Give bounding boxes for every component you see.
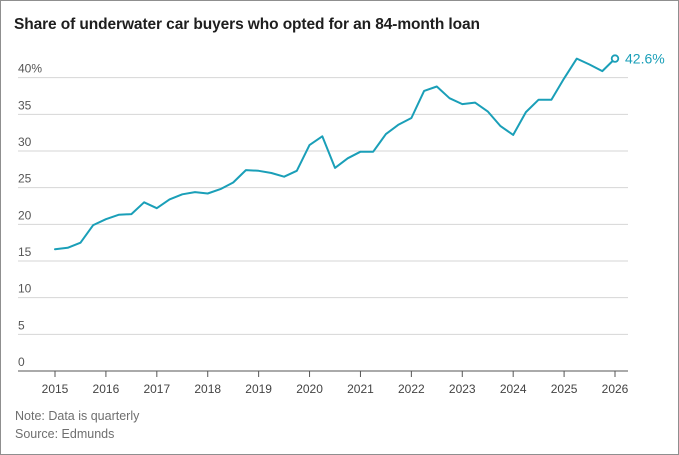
x-tick-label: 2022	[398, 382, 425, 396]
x-tick-label: 2026	[602, 382, 629, 396]
y-tick-label: 0	[18, 355, 25, 369]
series-line	[54, 57, 616, 251]
x-tick-label: 2016	[93, 382, 120, 396]
x-tick-label: 2021	[347, 382, 374, 396]
y-tick-label: 5	[18, 318, 25, 332]
end-value-label: 42.6%	[625, 51, 665, 67]
y-tick-label: 40%	[18, 62, 42, 76]
x-tick-label: 2019	[245, 382, 272, 396]
end-point-marker	[610, 54, 620, 63]
y-tick-label: 35	[18, 98, 32, 112]
y-tick-label: 20	[18, 208, 32, 222]
x-tick-label: 2015	[42, 382, 69, 396]
chart-title: Share of underwater car buyers who opted…	[14, 16, 480, 33]
chart-note: Note: Data is quarterly	[15, 409, 140, 423]
x-tick-label: 2025	[551, 382, 578, 396]
x-tick-label: 2018	[194, 382, 221, 396]
x-tick-label: 2020	[296, 382, 323, 396]
x-tick-label: 2024	[500, 382, 527, 396]
x-tick-label: 2023	[449, 382, 476, 396]
chart-source: Source: Edmunds	[15, 427, 115, 441]
y-tick-label: 15	[18, 245, 32, 259]
y-tick-label: 25	[18, 172, 32, 186]
y-tick-label: 10	[18, 282, 32, 296]
x-tick-label: 2017	[143, 382, 170, 396]
y-tick-label: 30	[18, 135, 32, 149]
